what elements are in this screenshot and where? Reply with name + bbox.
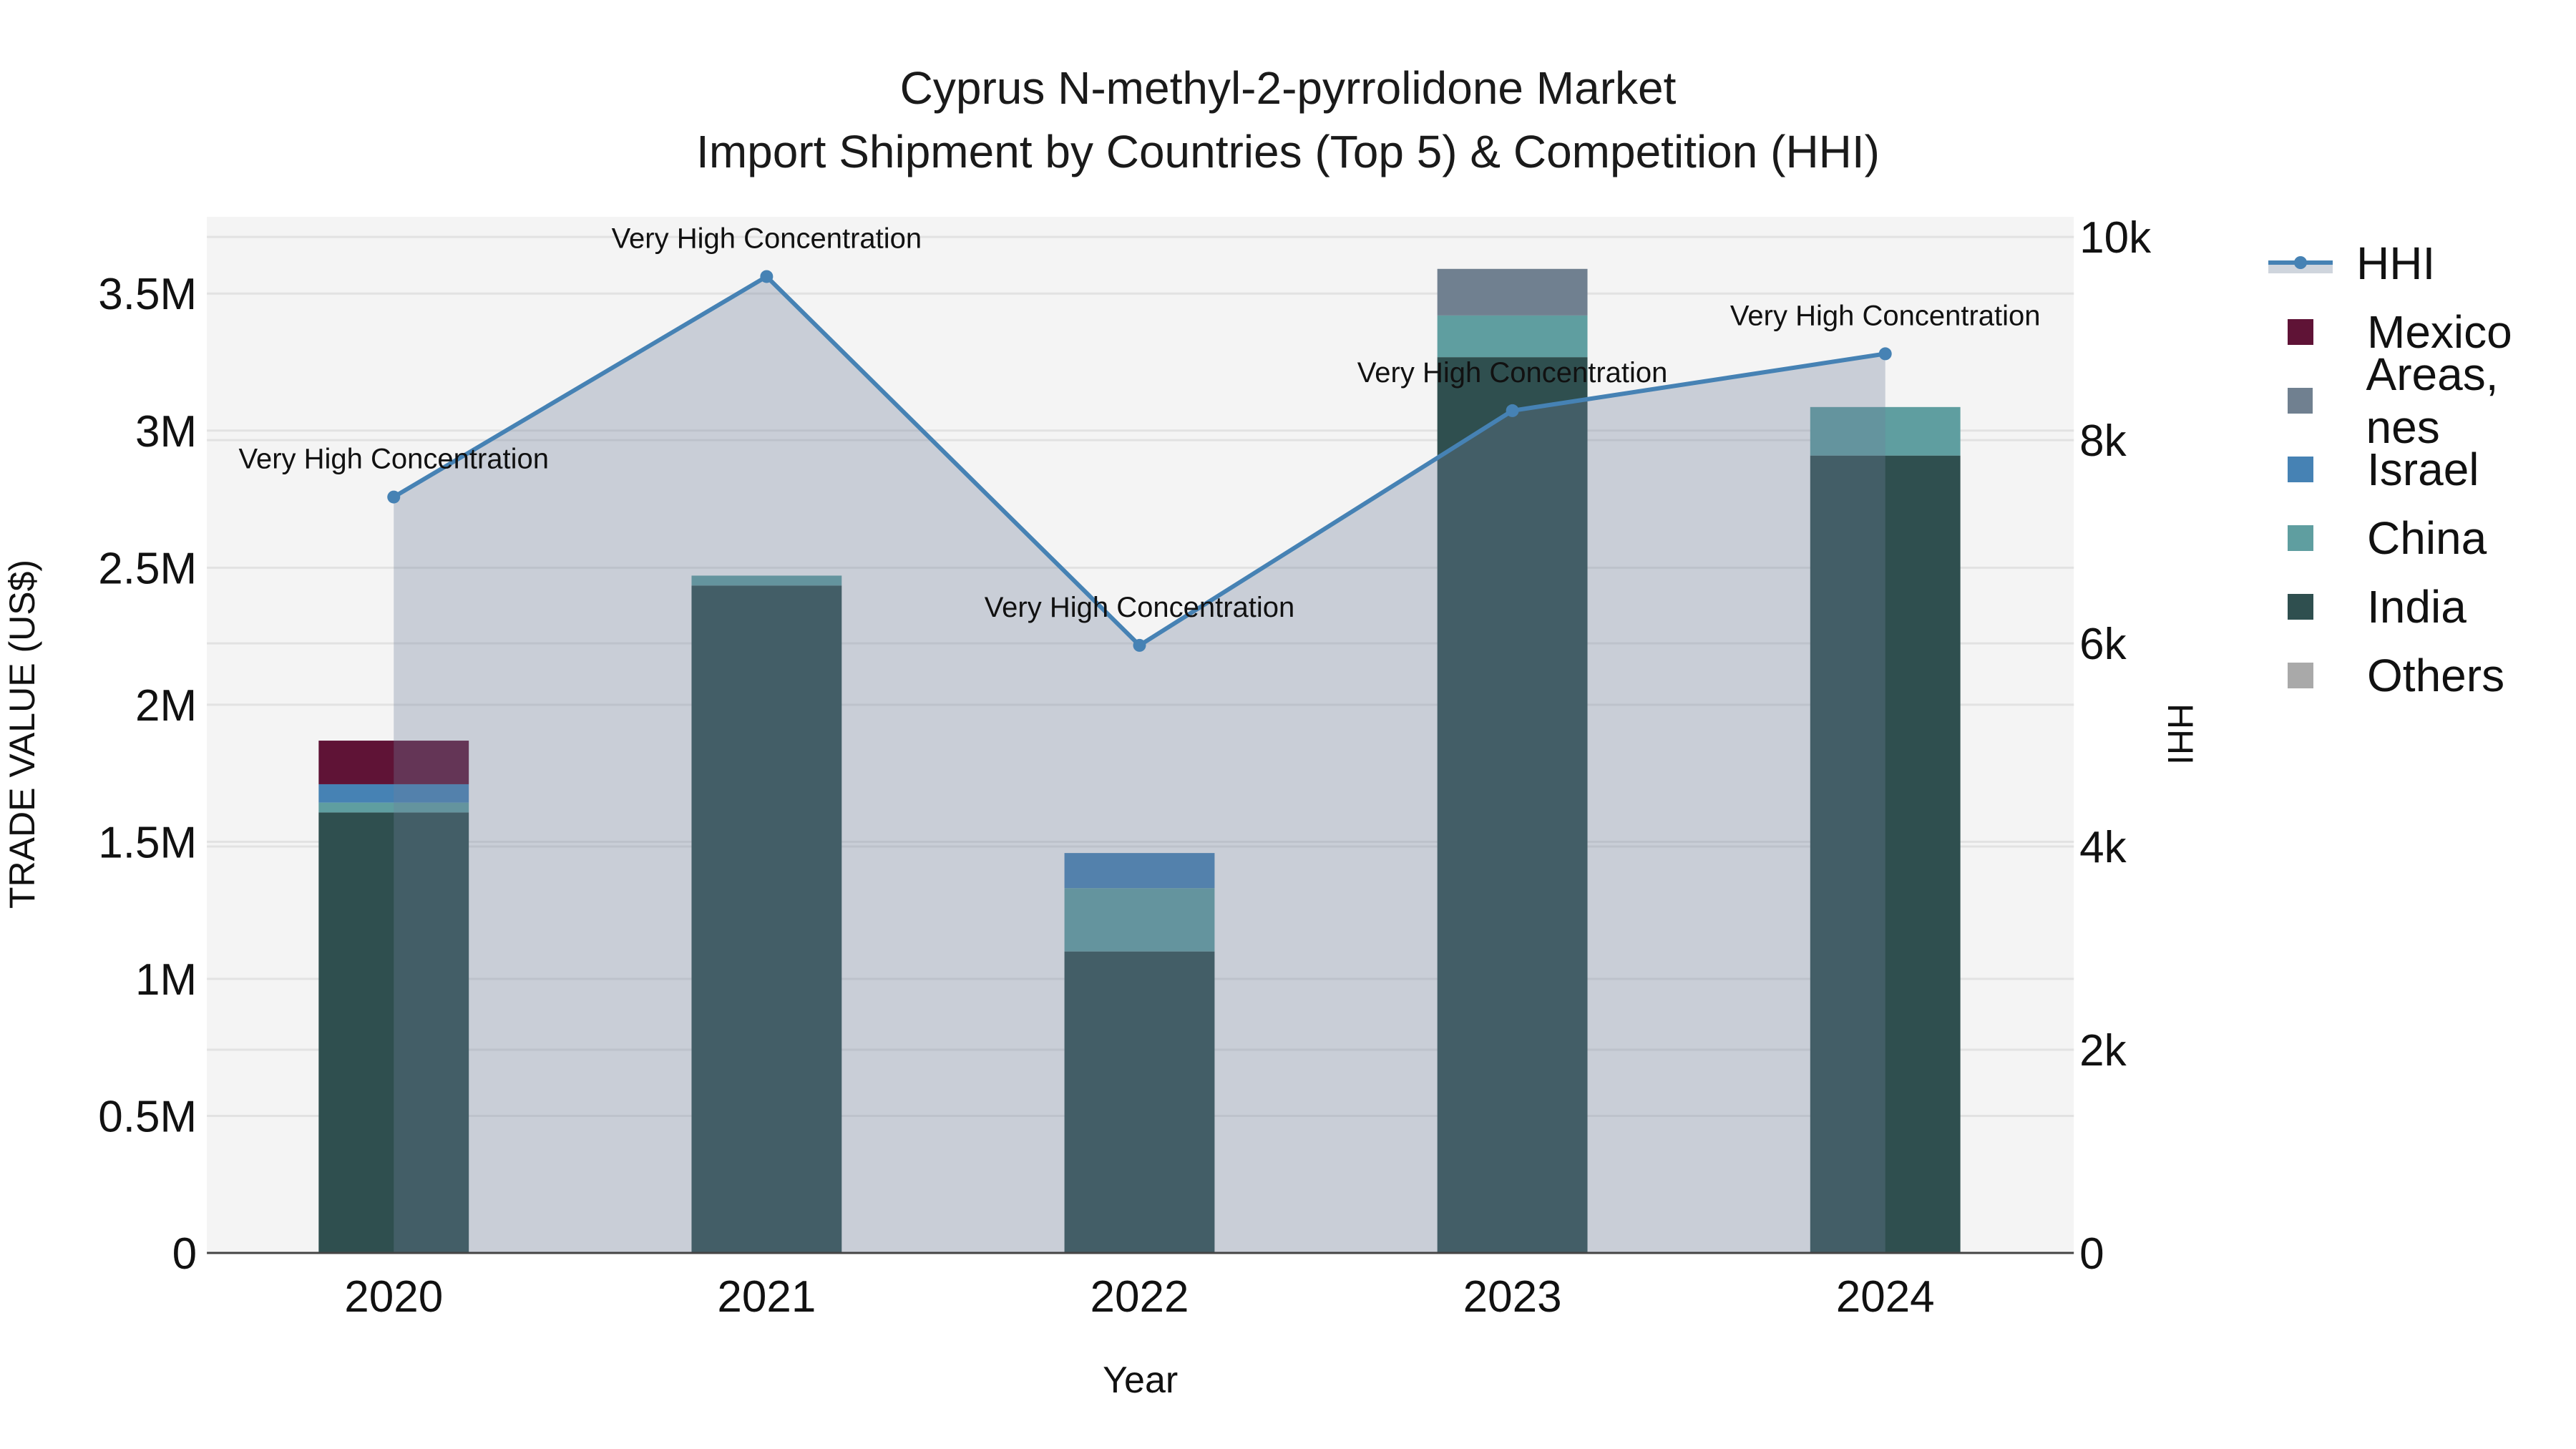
- bar-segment-china[interactable]: [1810, 406, 1961, 456]
- hhi-annotation: Very High Concentration: [612, 223, 922, 254]
- y-left-tick-label: 2M: [135, 681, 197, 731]
- legend-label: India: [2367, 581, 2467, 633]
- y-left-tick-label: 0.5M: [98, 1092, 197, 1141]
- y-right-tick-label: 6k: [2079, 620, 2127, 669]
- x-tick-label: 2022: [1091, 1272, 1189, 1322]
- square-swatch-icon: [2288, 594, 2313, 620]
- y-right-tick-label: 2k: [2079, 1026, 2127, 1075]
- bar-segment-areas-nes[interactable]: [1437, 268, 1588, 316]
- hhi-area: [394, 276, 1885, 1254]
- bar-segment-china[interactable]: [691, 575, 842, 586]
- y-left-tick-label: 0: [172, 1229, 197, 1279]
- line-marker-icon: [2268, 249, 2333, 278]
- hhi-annotation: Very High Concentration: [238, 444, 549, 475]
- x-tick-label: 2023: [1463, 1272, 1562, 1322]
- legend-item-mexico[interactable]: Mexico: [2268, 298, 2576, 366]
- legend-label: China: [2367, 512, 2487, 564]
- square-swatch-icon: [2288, 388, 2313, 414]
- hhi-annotation: Very High Concentration: [1357, 357, 1668, 389]
- square-swatch-icon: [2288, 525, 2313, 551]
- legend-label: Israel: [2367, 444, 2479, 495]
- x-axis-title: Year: [1103, 1360, 1178, 1401]
- chart-title-line1: Cyprus N-methyl-2-pyrrolidone Market: [899, 62, 1677, 114]
- x-tick-label: 2020: [344, 1272, 443, 1322]
- bar-segment-india[interactable]: [1437, 357, 1588, 1254]
- bar-segment-mexico[interactable]: [318, 741, 469, 784]
- bar-segment-china[interactable]: [1064, 888, 1215, 952]
- x-tick-label: 2021: [717, 1272, 816, 1322]
- bar-segment-india[interactable]: [318, 812, 469, 1254]
- bar-segment-israel[interactable]: [318, 784, 469, 803]
- hhi-annotation: Very High Concentration: [1730, 300, 2041, 331]
- y-right-axis-title: HHI: [2160, 703, 2200, 765]
- bar-segment-china[interactable]: [1437, 315, 1588, 358]
- y-left-tick-label: 3.5M: [98, 270, 197, 319]
- y-left-tick-label: 3M: [135, 407, 197, 457]
- legend-item-hhi[interactable]: HHI: [2268, 229, 2576, 298]
- legend-label: Areas, nes: [2366, 348, 2499, 453]
- hhi-marker[interactable]: [387, 490, 401, 504]
- y-left-axis-title: TRADE VALUE (US$): [2, 560, 42, 909]
- square-swatch-icon: [2288, 457, 2313, 482]
- bar-segment-india[interactable]: [691, 585, 842, 1254]
- y-right-tick-label: 4k: [2079, 823, 2127, 872]
- y-right-tick-label: 0: [2079, 1229, 2104, 1279]
- legend-label: Mexico: [2367, 306, 2512, 358]
- hhi-marker[interactable]: [1506, 404, 1519, 417]
- chart-title-line2: Import Shipment by Countries (Top 5) & C…: [696, 126, 1880, 177]
- y-left-tick-label: 1.5M: [98, 818, 197, 867]
- bar-segment-india[interactable]: [1810, 455, 1961, 1254]
- y-left-tick-label: 1M: [135, 955, 197, 1005]
- y-left-tick-label: 2.5M: [98, 544, 197, 593]
- legend-item-others[interactable]: Others: [2268, 641, 2576, 710]
- bar-segment-china[interactable]: [318, 802, 469, 813]
- square-swatch-icon: [2288, 319, 2313, 345]
- bar-segment-india[interactable]: [1064, 951, 1215, 1254]
- bar-segment-israel[interactable]: [1064, 853, 1215, 889]
- x-tick-label: 2024: [1836, 1272, 1935, 1322]
- y-right-tick-label: 10k: [2079, 213, 2152, 263]
- legend-item-areas-nes[interactable]: Areas, nes: [2268, 348, 2576, 453]
- hhi-marker[interactable]: [1133, 638, 1146, 652]
- square-swatch-icon: [2288, 663, 2313, 688]
- y-right-tick-label: 8k: [2079, 416, 2127, 466]
- hhi-marker[interactable]: [1878, 347, 1892, 361]
- hhi-annotation: Very High Concentration: [985, 592, 1295, 623]
- legend: HHI Mexico Areas, nes Israel China India Other…: [2268, 229, 2576, 710]
- legend-item-india[interactable]: India: [2268, 572, 2576, 641]
- legend-label: HHI: [2356, 238, 2436, 289]
- hhi-marker[interactable]: [760, 270, 774, 283]
- legend-label: Others: [2367, 650, 2505, 701]
- legend-item-israel[interactable]: Israel: [2268, 435, 2576, 504]
- legend-item-china[interactable]: China: [2268, 504, 2576, 572]
